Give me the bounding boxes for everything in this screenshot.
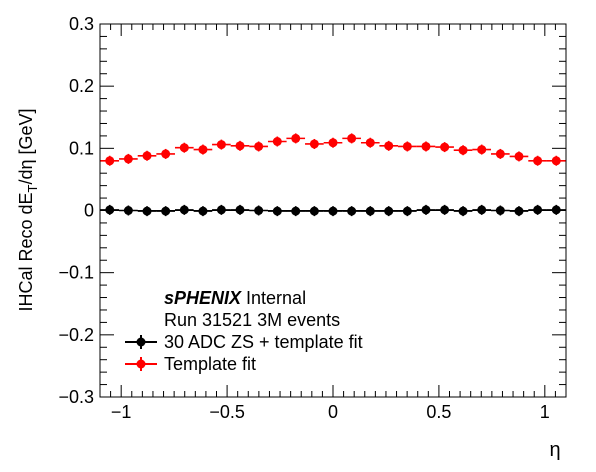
data-point — [458, 206, 468, 216]
data-point — [179, 205, 189, 215]
data-point — [533, 156, 543, 166]
data-point — [235, 205, 245, 215]
annotation-bold: sPHENIX — [164, 288, 242, 308]
data-point — [347, 133, 357, 143]
legend-label-1: Template fit — [164, 354, 256, 374]
y-tick-label: 0.2 — [69, 76, 94, 96]
y-tick-label: 0 — [84, 201, 94, 221]
data-point — [142, 151, 152, 161]
data-point — [216, 140, 226, 150]
data-point — [495, 149, 505, 159]
data-point — [551, 156, 561, 166]
data-point — [384, 141, 394, 151]
data-point — [198, 145, 208, 155]
y-axis-label-tail: /dη [GeV] — [16, 108, 36, 184]
annotation-rest: Internal — [241, 288, 306, 308]
data-point — [365, 138, 375, 148]
data-point — [477, 145, 487, 155]
y-tick-label: −0.1 — [58, 263, 94, 283]
annotation-line2: Run 31521 3M events — [164, 310, 340, 330]
legend-marker-1 — [136, 359, 146, 369]
y-axis-label-main: IHCal Reco dE — [16, 192, 36, 311]
annotation-line1: sPHENIX Internal — [164, 288, 306, 308]
data-point — [291, 206, 301, 216]
y-axis-label: IHCal Reco dET/dη [GeV] — [16, 108, 40, 311]
x-axis-label: η — [549, 439, 560, 461]
data-point — [291, 133, 301, 143]
data-point — [254, 141, 264, 151]
data-point — [384, 206, 394, 216]
data-point — [254, 206, 264, 215]
data-point — [309, 139, 319, 149]
y-tick-label: 0.3 — [69, 14, 94, 34]
data-point — [105, 205, 115, 215]
series-1 — [100, 133, 566, 166]
y-axis-label-subscript: T — [25, 184, 40, 192]
data-point — [272, 206, 282, 216]
data-point — [402, 141, 412, 151]
data-point — [328, 206, 338, 216]
data-point — [477, 205, 487, 215]
data-point — [142, 206, 152, 216]
data-point — [421, 141, 431, 151]
data-point — [495, 206, 505, 215]
data-point — [514, 206, 524, 216]
data-point — [458, 145, 468, 155]
legend-marker-0 — [136, 337, 146, 347]
x-tick-label: −0.5 — [209, 402, 245, 422]
series-0 — [100, 204, 566, 217]
y-tick-label: −0.2 — [58, 325, 94, 345]
data-point — [123, 206, 133, 215]
y-tick-label: −0.3 — [58, 387, 94, 407]
data-point — [105, 156, 115, 166]
series-layer — [100, 133, 566, 217]
legend-entry-0: 30 ADC ZS + template fit — [125, 332, 363, 352]
legend: 30 ADC ZS + template fit Template fit — [125, 332, 363, 374]
x-tick-label: 0.5 — [426, 402, 451, 422]
x-tick-label: 0 — [328, 402, 338, 422]
data-point — [551, 205, 561, 215]
data-point — [402, 206, 412, 216]
data-point — [235, 141, 245, 151]
y-tick-label: 0.1 — [69, 138, 94, 158]
data-point — [161, 206, 171, 216]
data-point — [198, 206, 208, 216]
data-point — [365, 206, 375, 216]
legend-entry-1: Template fit — [125, 354, 256, 374]
data-point — [533, 205, 543, 215]
data-point — [421, 205, 431, 215]
data-point — [440, 205, 450, 215]
data-point — [123, 154, 133, 164]
data-point — [161, 149, 171, 159]
data-point — [179, 143, 189, 153]
x-tick-label: 1 — [540, 402, 550, 422]
data-point — [514, 151, 524, 161]
data-point — [328, 138, 338, 148]
data-point — [216, 205, 226, 215]
axes: −1 −0.5 0 0.5 1 −0.3 −0.2 −0.1 0 0.1 0.2 0.3 — [58, 14, 567, 422]
data-point — [309, 206, 319, 216]
legend-label-0: 30 ADC ZS + template fit — [164, 332, 363, 352]
data-point — [347, 206, 357, 216]
data-point — [440, 142, 450, 152]
data-point — [272, 136, 282, 146]
y-axis-label-text: IHCal Reco dET/dη [GeV] — [16, 108, 40, 311]
x-tick-label: −1 — [111, 402, 132, 422]
